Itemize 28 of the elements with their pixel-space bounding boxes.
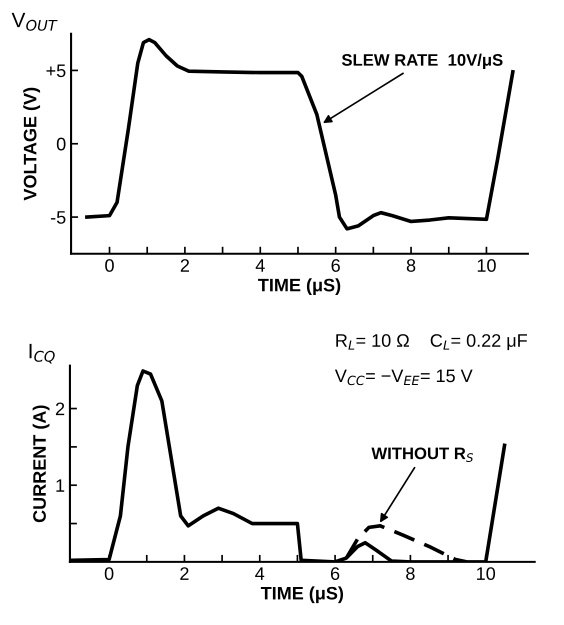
annotation: SLEW RATE 10V/μS	[342, 54, 503, 70]
x-tick-label: 0	[104, 567, 114, 580]
x-tick-label: 10	[477, 567, 496, 580]
text: I$_{CQ}$	[30, 344, 55, 364]
x-tick-label: 6	[332, 259, 340, 272]
x-tick-label: 8	[406, 567, 415, 580]
x-tick-label: 8	[406, 259, 416, 272]
y-tick-label: -5	[50, 211, 66, 224]
y-tick-label: 1	[56, 479, 64, 492]
y-axis-title: VOLTAGE (V)	[23, 88, 40, 200]
x-tick-label: 0	[105, 259, 114, 272]
x-axis-title: TIME (μS)	[260, 586, 344, 604]
x-tick-label: 2	[180, 259, 190, 272]
text: R$_{L}$= 10 Ω C$_{L}$= 0.22 μF	[336, 334, 527, 350]
text: V$_{OUT}$	[12, 12, 58, 31]
y-tick-label: +5	[46, 64, 66, 78]
line-series	[85, 38, 515, 231]
annotation: WITHOUT R$_{S}$	[371, 447, 474, 462]
x-tick-label: 2	[180, 567, 189, 580]
x-tick-label: 4	[256, 259, 265, 272]
x-tick-label: 4	[255, 567, 264, 580]
x-axis-title: TIME (μS)	[258, 278, 340, 296]
annotation: V$_{CC}$= −V$_{EE}$= 15 V	[334, 370, 473, 386]
x-tick-label: 10	[478, 259, 496, 272]
y-axis-title: CURRENT (A)	[32, 405, 50, 522]
x-tick-label: 6	[330, 567, 340, 580]
y-tick-label: 0	[56, 138, 66, 150]
y-tick-label: 2	[56, 402, 64, 416]
